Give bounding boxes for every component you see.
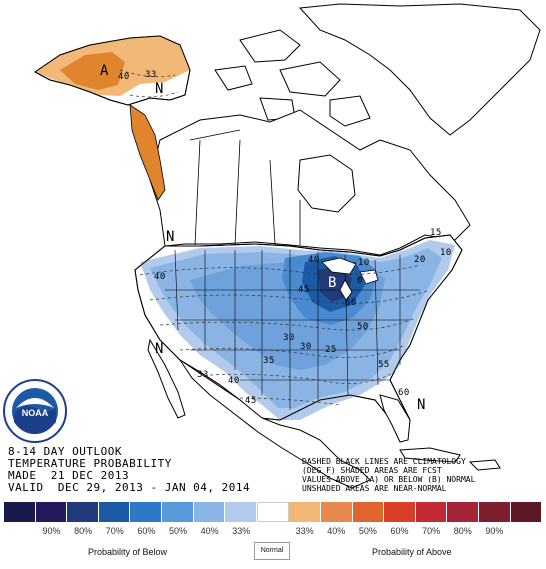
alaska-40-label: 40 [118,72,130,82]
conus-outline [134,234,463,426]
hudson-bay [297,154,356,213]
contour-label: 40 [228,376,240,386]
contour-label: 30 [300,342,312,352]
arctic-island-1 [239,29,301,63]
legend-above-caption: Probability of Above [372,547,452,557]
contour-label: 60 [345,298,357,308]
notes-line-4: UNSHADED AREAS ARE NEAR-NORMAL [302,484,447,493]
contour-label: 50 [357,322,369,332]
legend-tick: 90% [485,526,504,536]
noaa-logo: NOAA [3,379,67,443]
legend-swatch [478,502,511,522]
legend-swatch [352,502,385,522]
canada-normal-label: N [166,229,175,245]
legend-tick: 40% [327,526,346,536]
hispaniola [468,459,501,471]
legend-tick: 80% [453,526,472,536]
panhandle-above [129,104,166,201]
legend-swatch [35,502,68,522]
contour-label: 45 [298,285,310,295]
alaska-above-outline [34,35,191,106]
legend-swatch [415,502,448,522]
legend-tick: 40% [200,526,219,536]
alaska-normal-label: N [155,81,164,97]
notes-line-3: VALUES ABOVE (A) OR BELOW (B) NORMAL [302,475,476,484]
legend-ticks: 90% 80% 70% 60% 50% 40% 33% 33% 40% 50% 60% 70% 80% 9… [4,526,542,536]
notes-line-1: DASHED BLACK LINES ARE CLIMATOLOGY [302,457,466,466]
contour-label: 55 [378,360,390,370]
southeast-normal-label: N [417,397,426,413]
contour-label: 33 [197,370,209,380]
legend-tick: 70% [422,526,441,536]
contour-label: 25 [325,345,337,355]
legend-tick: 90% [42,526,61,536]
legend-swatch [130,502,162,522]
legend-tick: 33% [232,526,251,536]
contour-label: 60 [398,388,410,398]
arctic-island-4 [329,95,371,127]
contour-label: 15 [430,228,442,238]
legend-tick: 60% [137,526,156,536]
greenland [298,3,541,136]
west-normal-label: N [155,341,164,357]
contour-label: 40 [154,272,166,282]
contour-label: 20 [414,255,426,265]
title-line-2: TEMPERATURE PROBABILITY [8,457,172,470]
legend-swatch [289,502,321,522]
legend-tick: 33% [295,526,314,536]
contour-label: 40 [308,255,320,265]
legend-color-bar [4,502,543,522]
legend-swatch [4,502,36,522]
legend-tick [257,526,289,536]
contour-label: 10 [440,248,452,258]
legend-swatch [320,502,353,522]
legend-tick [510,526,542,536]
alaska-above-inner [60,52,125,90]
title-line-3: MADE 21 DEC 2013 [8,469,130,482]
title-line-4: VALID DEC 29, 2013 - JAN 04, 2014 [8,481,251,494]
legend-swatch [193,502,226,522]
contour-label: 0 [357,276,363,286]
alaska-above-label: A [100,63,109,79]
alaska-33-label: 33 [145,70,157,80]
arctic-island-2 [279,61,341,97]
great-lakes-below-label: B [328,275,337,291]
legend-swatch [510,502,543,522]
climatology-lines [139,264,431,406]
mexico [179,359,371,489]
legend-swatch [225,502,257,522]
legend-normal-caption: Normal [254,542,290,560]
legend-swatch [447,502,479,522]
legend-below-caption: Probability of Below [88,547,168,557]
contour-label: 45 [245,396,257,406]
legend-tick: 50% [169,526,188,536]
contour-label: -10 [352,258,370,268]
province-lines [189,129,301,246]
legend-tick: 60% [390,526,409,536]
alaska-climatology [119,69,179,98]
baja [147,338,186,419]
florida [379,394,411,443]
legend-swatch [161,502,194,522]
notes-line-2: (DEG F) SHADED AREAS ARE FCST [302,466,442,475]
arctic-island-3 [214,65,253,91]
noaa-logo-text: NOAA [22,408,49,418]
outlook-map [34,3,541,489]
legend-tick: 80% [74,526,93,536]
legend-swatch [256,502,290,522]
legend-swatch [98,502,131,522]
contour-label: 35 [263,356,275,366]
legend-swatch [67,502,99,522]
legend-swatch [384,502,416,522]
contour-label: 30 [283,333,295,343]
legend-tick: 70% [105,526,124,536]
legend-tick [4,526,36,536]
legend-tick: 50% [358,526,377,536]
title-line-1: 8-14 DAY OUTLOOK [8,445,122,458]
state-lines [165,249,420,410]
cuba [399,447,461,463]
great-lakes [321,257,379,301]
